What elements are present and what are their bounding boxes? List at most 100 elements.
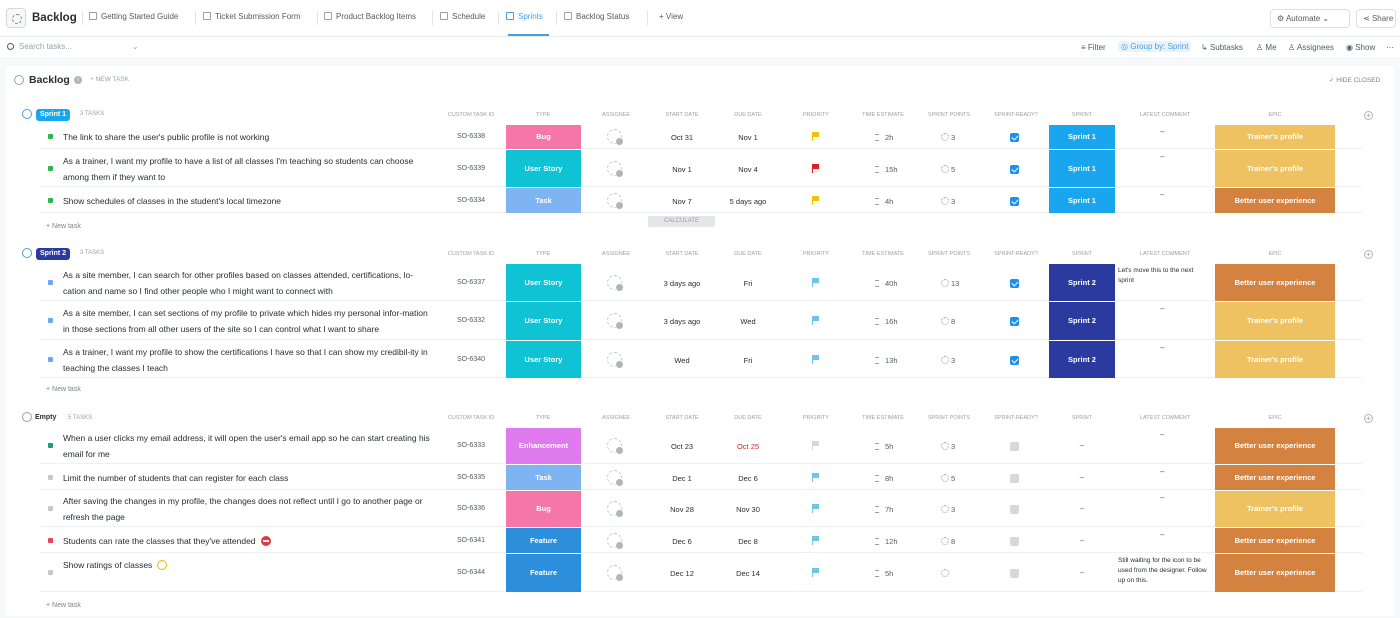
task-name[interactable]: Students can rate the classes that they'…: [63, 533, 435, 549]
task-name[interactable]: As a site member, I can search for other…: [63, 269, 414, 296]
type-badge[interactable]: Feature: [506, 554, 581, 592]
due-date[interactable]: Fri: [743, 278, 753, 288]
epic-badge[interactable]: Trainer's profile: [1215, 491, 1335, 527]
sprint-badge[interactable]: Sprint 1: [1049, 150, 1115, 187]
time-estimate[interactable]: 13h: [875, 356, 898, 365]
column-header-sprint-ready[interactable]: SPRINT-READY?: [994, 415, 1038, 421]
priority-flag-icon[interactable]: [812, 354, 820, 364]
status-indicator[interactable]: [48, 443, 53, 448]
status-indicator[interactable]: [48, 537, 53, 543]
start-date[interactable]: Nov 1: [672, 164, 692, 174]
task-name[interactable]: Show schedules of classes in the student…: [63, 195, 282, 206]
table-row[interactable]: [40, 302, 1362, 340]
sprint-ready-checkbox[interactable]: [1010, 133, 1019, 142]
sprint-badge[interactable]: Sprint 2: [1049, 264, 1115, 301]
time-estimate[interactable]: 4h: [875, 197, 893, 206]
search-input[interactable]: Search tasks... ⌄: [7, 42, 139, 51]
epic-badge[interactable]: Better user experience: [1215, 554, 1335, 592]
status-indicator[interactable]: [48, 506, 53, 511]
table-row[interactable]: [40, 264, 1362, 301]
column-header-priority[interactable]: PRIORITY: [803, 415, 829, 421]
group-collapse-icon[interactable]: [22, 109, 32, 119]
assignee-avatar[interactable]: [607, 192, 624, 210]
column-header-sprint-points[interactable]: SPRINT POINTS: [927, 112, 971, 118]
sprint-points[interactable]: 3: [941, 196, 955, 206]
column-header-type[interactable]: TYPE: [535, 415, 551, 421]
epic-badge[interactable]: Trainer's profile: [1215, 302, 1335, 340]
table-row[interactable]: [40, 465, 1362, 490]
chevron-down-icon[interactable]: ⌄: [131, 42, 139, 51]
column-header-epic[interactable]: EPIC: [1268, 112, 1282, 118]
priority-flag-icon[interactable]: [812, 441, 820, 450]
column-header-type[interactable]: TYPE: [535, 251, 551, 257]
sprint-empty[interactable]: –: [1079, 504, 1085, 513]
epic-badge[interactable]: Better user experience: [1215, 264, 1335, 301]
type-badge[interactable]: User Story: [506, 264, 581, 301]
time-estimate[interactable]: 12h: [875, 537, 898, 546]
column-header-assignee[interactable]: ASSIGNEE: [601, 251, 631, 257]
priority-flag-icon[interactable]: [812, 195, 820, 205]
table-row[interactable]: [40, 554, 1362, 592]
group-collapse-icon[interactable]: [22, 248, 32, 258]
collapse-icon[interactable]: [14, 75, 24, 85]
priority-flag-icon[interactable]: [812, 568, 820, 577]
task-name[interactable]: When a user clicks my email address, it …: [63, 433, 430, 459]
status-indicator[interactable]: [48, 279, 53, 285]
sprint-ready-checkbox[interactable]: [1010, 569, 1019, 578]
epic-badge[interactable]: Trainer's profile: [1215, 150, 1335, 187]
sprint-empty[interactable]: –: [1079, 535, 1085, 545]
time-estimate[interactable]: 16h: [875, 317, 898, 326]
sprint-empty[interactable]: –: [1079, 568, 1085, 577]
sprint-ready-checkbox[interactable]: [1010, 278, 1019, 288]
column-header-time-estimate[interactable]: TIME ESTIMATE: [862, 415, 904, 421]
column-header-time-estimate[interactable]: TIME ESTIMATE: [862, 251, 904, 257]
new-task-button[interactable]: + New task: [46, 386, 81, 393]
add-column-button[interactable]: +: [1364, 250, 1373, 259]
sprint-badge[interactable]: Sprint 2: [1049, 302, 1115, 340]
status-indicator[interactable]: [48, 318, 53, 323]
column-header-sprint-points[interactable]: SPRINT POINTS: [927, 415, 971, 421]
subtasks-button[interactable]: ↳ Subtasks: [1201, 43, 1243, 52]
sprint-empty[interactable]: –: [1079, 472, 1085, 482]
start-date[interactable]: 3 days ago: [663, 317, 701, 326]
epic-badge[interactable]: Trainer's profile: [1215, 125, 1335, 149]
column-header-sprint[interactable]: SPRINT: [1071, 415, 1093, 421]
table-row[interactable]: [40, 150, 1362, 187]
column-header-epic[interactable]: EPIC: [1268, 251, 1282, 257]
automate-button[interactable]: ⚙ Automate ⌄: [1270, 9, 1350, 28]
sprint-points[interactable]: 5: [941, 473, 955, 483]
status-indicator[interactable]: [48, 474, 53, 480]
table-row[interactable]: [40, 188, 1362, 213]
more-options-button[interactable]: ⋯: [1386, 43, 1394, 52]
column-header-sprint-ready[interactable]: SPRINT-READY?: [994, 251, 1038, 257]
column-header-custom-task-id[interactable]: CUSTOM TASK ID: [447, 251, 495, 257]
due-date[interactable]: Wed: [740, 317, 756, 326]
assignee-avatar[interactable]: [607, 351, 624, 369]
sprint-badge[interactable]: Sprint 1: [1049, 188, 1115, 213]
latest-comment[interactable]: –: [1160, 343, 1165, 352]
task-name[interactable]: After saving the changes in my profile, …: [63, 496, 423, 522]
time-estimate[interactable]: 5h: [875, 569, 893, 578]
assignee-avatar[interactable]: [607, 532, 624, 550]
priority-flag-icon[interactable]: [812, 277, 820, 287]
new-task-button[interactable]: + NEW TASK: [90, 76, 129, 83]
task-name[interactable]: As a trainer, I want my profile to show …: [63, 346, 428, 373]
share-button[interactable]: ⋖ Share: [1356, 9, 1396, 28]
task-name[interactable]: Show ratings of classes: [63, 557, 435, 573]
column-header-sprint[interactable]: SPRINT: [1071, 251, 1093, 257]
table-row[interactable]: [40, 491, 1362, 527]
sprint-ready-checkbox[interactable]: [1010, 164, 1019, 174]
epic-badge[interactable]: Trainer's profile: [1215, 341, 1335, 378]
status-indicator[interactable]: [48, 356, 53, 362]
column-header-type[interactable]: TYPE: [535, 112, 551, 118]
type-badge[interactable]: User Story: [506, 150, 581, 187]
sprint-ready-checkbox[interactable]: [1010, 442, 1019, 451]
column-header-epic[interactable]: EPIC: [1268, 415, 1282, 421]
assignee-avatar[interactable]: [607, 565, 624, 582]
start-date[interactable]: Nov 28: [670, 505, 694, 514]
group-collapse-icon[interactable]: [22, 412, 32, 422]
time-estimate[interactable]: 5h: [875, 442, 893, 451]
due-date[interactable]: Nov 4: [738, 164, 758, 174]
sprint-points[interactable]: [941, 569, 951, 578]
column-header-start-date[interactable]: START DATE: [665, 251, 699, 257]
